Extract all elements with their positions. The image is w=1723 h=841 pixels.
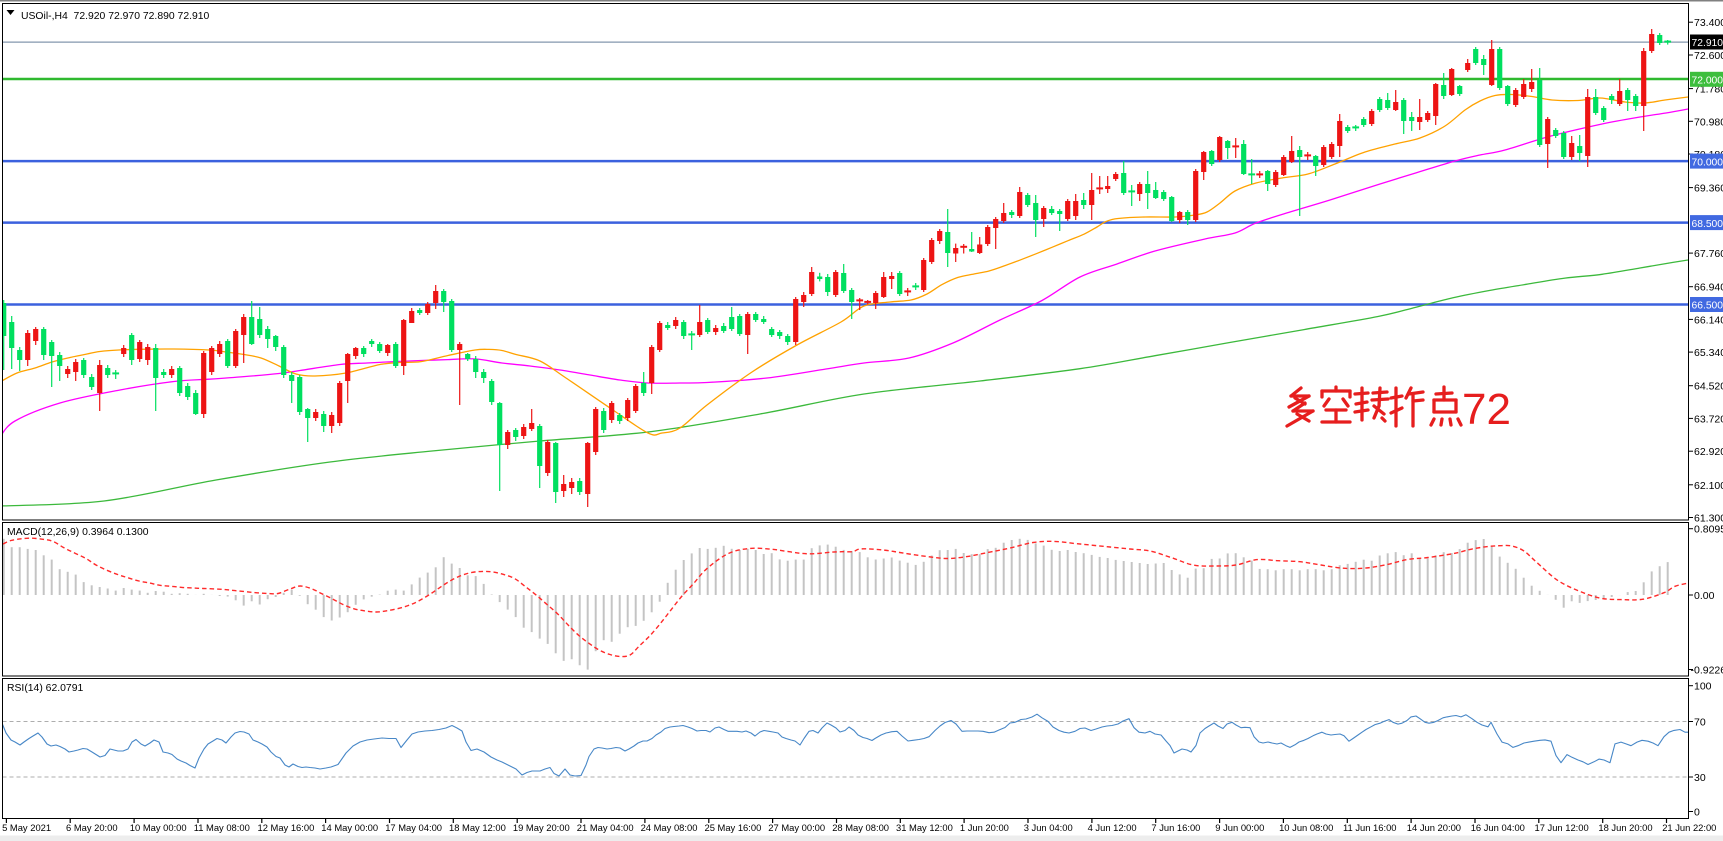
svg-text:68.500: 68.500 (1692, 219, 1723, 230)
svg-text:USOil-,H4 72.920 72.970 72.89: USOil-,H4 72.920 72.970 72.890 72.910 (21, 11, 210, 22)
svg-text:6 May 20:00: 6 May 20:00 (66, 822, 118, 833)
svg-text:62.920: 62.920 (1694, 446, 1723, 458)
svg-text:24 May 08:00: 24 May 08:00 (641, 822, 698, 833)
svg-text:5 May 2021: 5 May 2021 (2, 822, 51, 833)
svg-text:28 May 08:00: 28 May 08:00 (832, 822, 889, 833)
svg-text:61.300: 61.300 (1694, 513, 1723, 525)
svg-text:RSI(14) 62.0791: RSI(14) 62.0791 (7, 683, 83, 694)
svg-text:66.140: 66.140 (1694, 314, 1723, 326)
svg-text:MACD(12,26,9) 0.3964 0.1300: MACD(12,26,9) 0.3964 0.1300 (7, 527, 149, 538)
svg-text:14 May 00:00: 14 May 00:00 (321, 822, 378, 833)
svg-text:0.00: 0.00 (1694, 590, 1715, 602)
svg-text:66.940: 66.940 (1694, 282, 1723, 294)
svg-text:70.980: 70.980 (1694, 116, 1723, 128)
svg-text:19 May 20:00: 19 May 20:00 (513, 822, 570, 833)
svg-text:9 Jun 00:00: 9 Jun 00:00 (1215, 822, 1264, 833)
svg-text:3 Jun 04:00: 3 Jun 04:00 (1024, 822, 1073, 833)
svg-text:70.000: 70.000 (1692, 157, 1723, 168)
svg-text:7 Jun 16:00: 7 Jun 16:00 (1151, 822, 1200, 833)
svg-text:63.720: 63.720 (1694, 413, 1723, 425)
svg-text:21 Jun 22:00: 21 Jun 22:00 (1662, 822, 1716, 833)
svg-text:0.8095: 0.8095 (1694, 524, 1723, 536)
svg-text:11 May 08:00: 11 May 08:00 (194, 822, 250, 833)
svg-text:25 May 16:00: 25 May 16:00 (705, 822, 762, 833)
svg-text:70: 70 (1694, 717, 1706, 729)
svg-text:27 May 00:00: 27 May 00:00 (768, 822, 825, 833)
svg-text:17 Jun 12:00: 17 Jun 12:00 (1535, 822, 1589, 833)
svg-text:14 Jun 20:00: 14 Jun 20:00 (1407, 822, 1461, 833)
svg-text:1 Jun 20:00: 1 Jun 20:00 (960, 822, 1009, 833)
svg-text:100: 100 (1694, 681, 1712, 693)
svg-text:65.340: 65.340 (1694, 347, 1723, 359)
svg-text:69.360: 69.360 (1694, 183, 1723, 195)
svg-text:0: 0 (1694, 807, 1700, 819)
svg-text:10 May 00:00: 10 May 00:00 (130, 822, 187, 833)
svg-text:18 May 12:00: 18 May 12:00 (449, 822, 506, 833)
svg-text:72.600: 72.600 (1694, 50, 1723, 62)
svg-text:11 Jun 16:00: 11 Jun 16:00 (1343, 822, 1397, 833)
svg-text:16 Jun 04:00: 16 Jun 04:00 (1471, 822, 1525, 833)
svg-text:31 May 12:00: 31 May 12:00 (896, 822, 953, 833)
svg-text:64.520: 64.520 (1694, 381, 1723, 393)
svg-text:67.760: 67.760 (1694, 248, 1723, 260)
svg-text:17 May 04:00: 17 May 04:00 (385, 822, 442, 833)
svg-text:62.100: 62.100 (1694, 480, 1723, 492)
svg-text:72.000: 72.000 (1692, 76, 1723, 87)
svg-text:4 Jun 12:00: 4 Jun 12:00 (1088, 822, 1137, 833)
svg-text:21 May 04:00: 21 May 04:00 (577, 822, 634, 833)
svg-text:72.910: 72.910 (1692, 38, 1723, 49)
svg-text:-0.9226: -0.9226 (1691, 665, 1723, 677)
svg-text:12 May 16:00: 12 May 16:00 (258, 822, 315, 833)
svg-text:18 Jun 20:00: 18 Jun 20:00 (1598, 822, 1652, 833)
svg-text:30: 30 (1694, 772, 1706, 784)
svg-text:73.400: 73.400 (1694, 17, 1723, 29)
svg-text:10 Jun 08:00: 10 Jun 08:00 (1279, 822, 1333, 833)
svg-text:72: 72 (1462, 385, 1511, 434)
svg-text:66.500: 66.500 (1692, 301, 1723, 312)
